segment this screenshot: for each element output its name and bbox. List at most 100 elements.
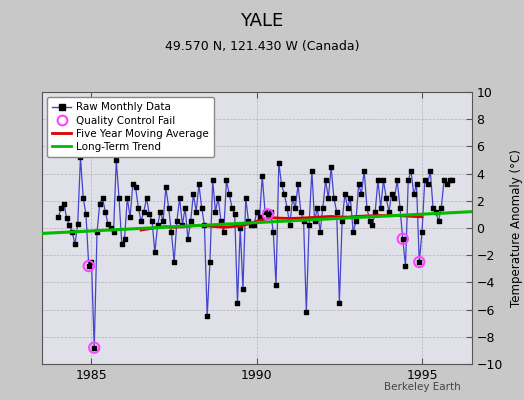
Point [354, 181, 363, 188]
Point [154, 222, 162, 228]
Point [231, 211, 239, 218]
Point [393, 177, 401, 184]
Point [357, 191, 366, 197]
Point [250, 222, 258, 228]
Point [264, 211, 272, 218]
Point [189, 191, 198, 197]
Point [211, 208, 220, 215]
Point [93, 229, 101, 235]
Point [73, 221, 82, 227]
Point [84, 263, 93, 269]
Point [170, 259, 178, 265]
Point [432, 208, 440, 215]
Point [302, 309, 311, 316]
Point [399, 236, 407, 242]
Point [410, 191, 418, 197]
Point [184, 236, 192, 242]
Point [429, 204, 437, 211]
Point [396, 204, 404, 211]
Point [121, 236, 129, 242]
Point [349, 229, 357, 235]
Point [176, 195, 184, 201]
Point [206, 259, 214, 265]
Point [277, 181, 286, 188]
Point [71, 241, 79, 248]
Point [418, 229, 426, 235]
Point [117, 241, 126, 248]
Point [360, 168, 368, 174]
Point [264, 211, 272, 218]
Point [388, 191, 396, 197]
Point [379, 177, 388, 184]
Point [255, 214, 264, 220]
Point [288, 195, 297, 201]
Point [214, 195, 222, 201]
Point [123, 195, 132, 201]
Point [399, 236, 407, 242]
Legend: Raw Monthly Data, Quality Control Fail, Five Year Moving Average, Long-Term Tren: Raw Monthly Data, Quality Control Fail, … [47, 97, 214, 157]
Point [187, 218, 195, 224]
Point [151, 249, 159, 256]
Point [68, 229, 77, 235]
Point [209, 177, 217, 184]
Point [60, 200, 68, 207]
Point [247, 222, 255, 228]
Point [236, 225, 244, 231]
Point [162, 184, 170, 190]
Point [269, 229, 278, 235]
Point [261, 208, 269, 215]
Point [407, 168, 415, 174]
Point [341, 191, 349, 197]
Point [233, 300, 242, 306]
Point [143, 195, 151, 201]
Point [54, 214, 63, 220]
Point [352, 218, 360, 224]
Point [90, 344, 99, 351]
Point [415, 259, 423, 265]
Point [156, 208, 165, 215]
Point [299, 218, 308, 224]
Point [423, 181, 432, 188]
Point [332, 208, 341, 215]
Point [165, 204, 173, 211]
Point [385, 208, 393, 215]
Point [253, 208, 261, 215]
Point [319, 204, 327, 211]
Point [294, 181, 302, 188]
Point [134, 204, 143, 211]
Point [448, 177, 456, 184]
Point [228, 204, 236, 211]
Point [368, 222, 377, 228]
Point [310, 218, 319, 224]
Point [115, 195, 123, 201]
Text: YALE: YALE [241, 12, 283, 30]
Point [297, 208, 305, 215]
Point [421, 177, 429, 184]
Point [225, 191, 233, 197]
Point [137, 218, 145, 224]
Point [110, 229, 118, 235]
Point [275, 160, 283, 166]
Point [128, 181, 137, 188]
Point [132, 184, 140, 190]
Point [82, 211, 90, 218]
Point [84, 263, 93, 269]
Point [404, 177, 412, 184]
Point [79, 195, 88, 201]
Y-axis label: Temperature Anomaly (°C): Temperature Anomaly (°C) [510, 149, 523, 307]
Point [371, 208, 379, 215]
Point [258, 173, 267, 180]
Point [346, 195, 355, 201]
Point [335, 300, 344, 306]
Point [159, 218, 167, 224]
Text: 49.570 N, 121.430 W (Canada): 49.570 N, 121.430 W (Canada) [165, 40, 359, 53]
Point [244, 218, 253, 224]
Point [126, 214, 134, 220]
Point [178, 222, 187, 228]
Point [99, 195, 107, 201]
Point [415, 259, 423, 265]
Point [366, 218, 374, 224]
Point [445, 177, 454, 184]
Point [283, 204, 291, 211]
Point [286, 222, 294, 228]
